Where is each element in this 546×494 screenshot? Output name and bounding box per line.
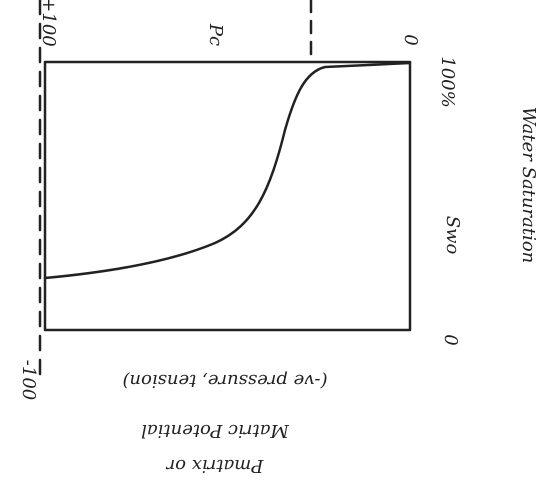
right-zero-label: 0 [440, 334, 461, 345]
bottom-title-line1: Matric Potential [141, 420, 290, 441]
top-max-label: +100 [38, 0, 59, 47]
pc-label: Pc [205, 23, 226, 46]
bottom-min-label: -100 [18, 360, 39, 400]
retention-curve [43, 61, 412, 280]
swo-label: Swo [442, 216, 463, 255]
top-zero-label: 0 [400, 34, 421, 45]
right-max-label: 100% [437, 56, 458, 107]
bottom-note: (-ve pressure, tension) [122, 370, 327, 391]
bottom-title-line2: Pmatrix or [165, 455, 264, 476]
right-title: Water Saturation [518, 107, 539, 264]
plot-frame [43, 60, 412, 332]
